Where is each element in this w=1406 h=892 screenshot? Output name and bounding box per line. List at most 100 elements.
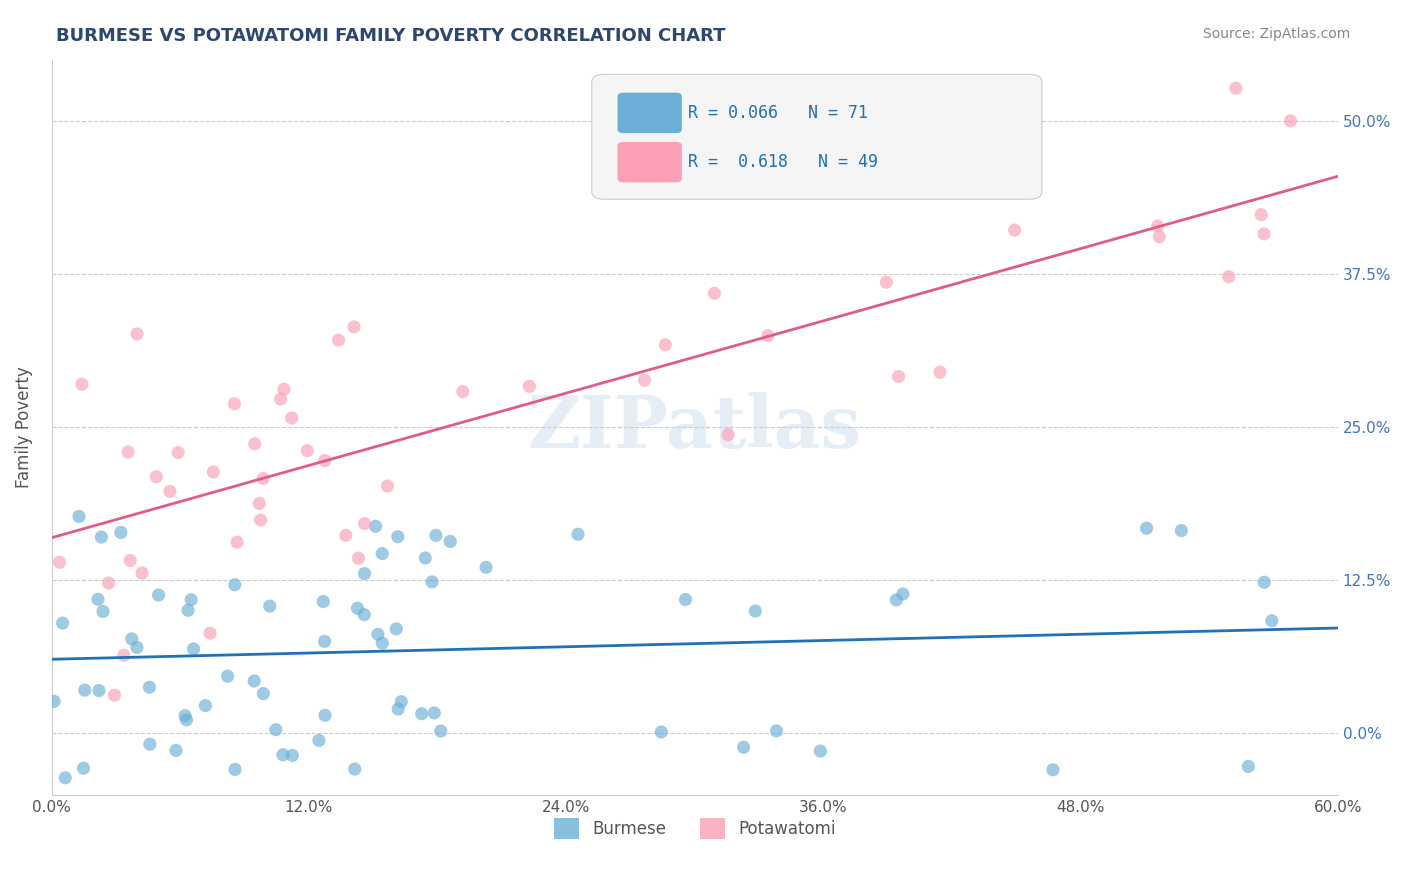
Point	[717, 427, 740, 442]
Text: ZIPatlas: ZIPatlas	[527, 392, 862, 463]
Point	[1253, 575, 1275, 590]
Point	[1146, 219, 1168, 233]
Point	[110, 525, 132, 540]
Point	[347, 551, 370, 566]
Point	[314, 708, 336, 723]
Point	[87, 592, 110, 607]
Point	[1237, 759, 1260, 773]
Point	[224, 578, 246, 592]
Point	[654, 338, 676, 352]
Point	[165, 743, 187, 757]
Point	[226, 535, 249, 549]
Point	[148, 588, 170, 602]
Point	[703, 286, 725, 301]
Point	[1004, 223, 1026, 237]
Point	[765, 723, 787, 738]
Point	[387, 530, 409, 544]
Text: R =  0.618   N = 49: R = 0.618 N = 49	[689, 153, 879, 170]
Point	[121, 632, 143, 646]
Point	[335, 528, 357, 542]
Point	[1135, 521, 1157, 535]
Point	[247, 496, 270, 510]
Point	[167, 445, 190, 459]
Point	[353, 607, 375, 622]
Point	[328, 333, 350, 347]
Point	[1225, 81, 1247, 95]
Point	[112, 648, 135, 663]
Point	[1170, 524, 1192, 538]
Point	[929, 365, 952, 379]
Point	[308, 733, 330, 747]
Point	[174, 708, 197, 723]
Point	[567, 527, 589, 541]
Point	[875, 275, 897, 289]
Point	[314, 634, 336, 648]
Point	[756, 328, 779, 343]
Point	[97, 576, 120, 591]
Point	[411, 706, 433, 721]
Point	[217, 669, 239, 683]
Point	[887, 369, 910, 384]
Point	[42, 694, 65, 708]
Point	[139, 737, 162, 751]
Point	[1218, 269, 1240, 284]
Point	[73, 683, 96, 698]
Point	[1261, 614, 1284, 628]
Point	[733, 740, 755, 755]
Point	[202, 465, 225, 479]
Point	[125, 640, 148, 655]
Point	[145, 469, 167, 483]
Point	[90, 530, 112, 544]
Point	[52, 616, 75, 631]
Point	[367, 627, 389, 641]
Point	[280, 411, 302, 425]
Point	[364, 519, 387, 533]
Point	[314, 453, 336, 467]
Point	[650, 725, 672, 739]
Y-axis label: Family Poverty: Family Poverty	[15, 367, 32, 488]
Point	[249, 513, 271, 527]
Point	[53, 771, 76, 785]
Point	[353, 516, 375, 531]
Point	[1250, 208, 1272, 222]
Point	[451, 384, 474, 399]
Point	[70, 377, 93, 392]
Point	[371, 636, 394, 650]
Point	[891, 587, 914, 601]
Point	[675, 592, 697, 607]
Legend: Burmese, Potawatomi: Burmese, Potawatomi	[547, 812, 842, 846]
Point	[117, 445, 139, 459]
Point	[353, 566, 375, 581]
Point	[281, 748, 304, 763]
Point	[48, 555, 70, 569]
Point	[425, 528, 447, 542]
Point	[343, 762, 366, 776]
Point	[343, 319, 366, 334]
Point	[87, 683, 110, 698]
Point	[1253, 227, 1275, 241]
Point	[180, 592, 202, 607]
Point	[252, 471, 274, 485]
Point	[1149, 229, 1171, 244]
Point	[389, 695, 412, 709]
Point	[377, 479, 399, 493]
Point	[633, 373, 655, 387]
Point	[413, 551, 436, 566]
Point	[312, 594, 335, 608]
Point	[138, 680, 160, 694]
Point	[1042, 763, 1064, 777]
Point	[271, 747, 294, 762]
FancyBboxPatch shape	[617, 93, 682, 133]
Point	[371, 547, 394, 561]
Point	[194, 698, 217, 713]
FancyBboxPatch shape	[592, 74, 1042, 199]
Point	[125, 326, 148, 341]
Point	[420, 574, 443, 589]
Point	[91, 604, 114, 618]
Point	[346, 601, 368, 615]
Point	[252, 687, 274, 701]
Text: Source: ZipAtlas.com: Source: ZipAtlas.com	[1202, 27, 1350, 41]
Point	[243, 673, 266, 688]
Point	[72, 761, 94, 775]
Point	[131, 566, 153, 580]
